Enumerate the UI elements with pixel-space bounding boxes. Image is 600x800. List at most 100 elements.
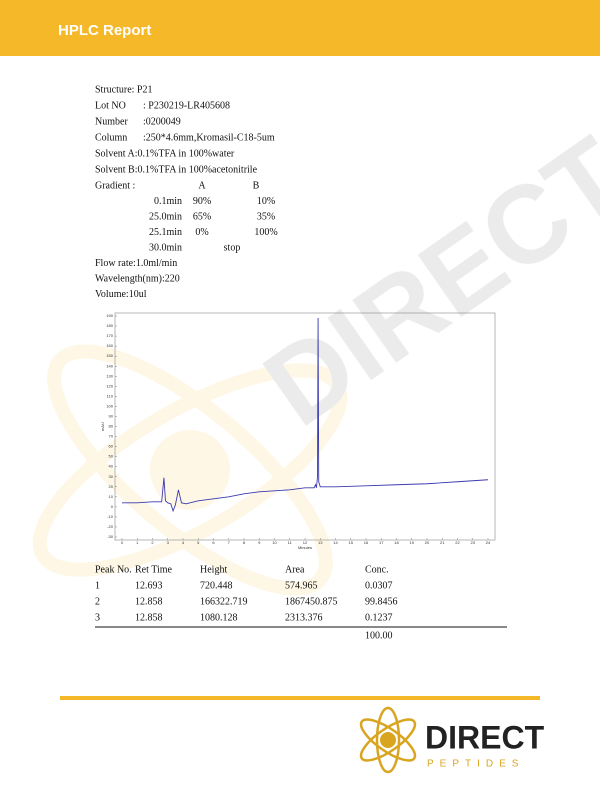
x-tick-label: 1 [136,540,139,545]
header-bar [0,0,600,56]
table-cell: 99.8456 [365,596,398,607]
gradient-cell: 35% [257,211,275,222]
gradient-cell: stop [224,242,241,253]
x-tick-label: 19 [410,540,415,545]
y-tick-label: -30 [107,534,114,539]
x-tick-label: 23 [471,540,476,545]
gradient-cell: 0% [195,227,208,238]
y-tick-label: 140 [106,363,113,368]
gradient-cell: 100% [254,227,277,238]
x-tick-label: 5 [197,540,200,545]
gradient-label: Gradient : [95,180,135,191]
gradient-cell: 25.1min [149,227,182,238]
logo [359,706,417,774]
y-tick-label: 180 [106,323,113,328]
y-tick-label: 20 [109,484,114,489]
table-header: Height [200,564,227,575]
x-tick-label: 11 [288,540,293,545]
table-cell: 166322.719 [200,596,248,607]
table-cell: 0.1237 [365,612,393,623]
gradient-cell: 25.0min [149,211,182,222]
solvent: Solvent B:0.1%TFA in 100%acetonitrile [95,164,258,175]
table-header: Area [285,564,305,575]
table-cell: 1867450.875 [285,596,338,607]
x-tick-label: 24 [486,540,491,545]
gradient-cell: 10% [257,196,275,207]
setting: Volume:10ul [95,289,147,300]
x-tick-label: 9 [258,540,261,545]
y-tick-label: 160 [106,343,113,348]
x-tick-label: 12 [303,540,308,545]
gradient-cell: 65% [193,211,211,222]
logo-tagline: PEPTIDES [427,759,524,770]
y-axis-label: mAU [100,422,105,431]
table-header: Conc. [365,564,389,575]
field-label: Column [95,132,127,143]
y-tick-label: 80 [109,424,114,429]
x-tick-label: 21 [440,540,445,545]
table-cell: 1 [95,580,100,591]
x-tick-label: 7 [228,540,231,545]
table-cell: 12.693 [135,580,163,591]
y-tick-label: 10 [109,494,114,499]
structure: Structure: P21 [95,84,153,95]
y-tick-label: 110 [107,393,114,398]
table-cell: 574.965 [285,580,318,591]
x-tick-label: 2 [151,540,154,545]
x-tick-label: 6 [212,540,215,545]
svg-text:DIRECT: DIRECT [243,114,600,450]
x-tick-label: 0 [121,540,124,545]
table-cell: 720.448 [200,580,233,591]
y-tick-label: -20 [107,524,114,529]
table-total: 100.00 [365,630,393,641]
logo-name: DIRECT [425,719,545,755]
y-tick-label: 50 [109,454,114,459]
table-cell: 2 [95,596,100,607]
field-value: :250*4.6mm,Kromasil-C18-5um [143,132,275,143]
x-tick-label: 8 [243,540,246,545]
table-cell: 3 [95,612,100,623]
gradient-cell: 30.0min [149,242,182,253]
y-tick-label: 40 [109,464,114,469]
x-tick-label: 15 [349,540,354,545]
x-tick-label: 10 [272,540,277,545]
solvent: Solvent A:0.1%TFA in 100%water [95,148,235,159]
x-tick-label: 3 [167,540,170,545]
x-tick-label: 22 [455,540,460,545]
table-cell: 0.0307 [365,580,393,591]
x-tick-label: 20 [425,540,430,545]
table-cell: 12.858 [135,596,163,607]
y-tick-label: 170 [106,333,113,338]
x-tick-label: 17 [379,540,384,545]
field-label: Lot NO [95,100,126,111]
y-tick-label: 130 [106,373,113,378]
y-tick-label: 90 [109,414,114,419]
y-tick-label: -10 [107,514,114,519]
gradient-col: A [198,180,206,191]
field-value: :0200049 [143,116,181,127]
gradient-cell: 0.1min [154,196,182,207]
y-tick-label: 190 [106,313,113,318]
y-tick-label: 120 [106,383,113,388]
field-label: Number [95,116,128,127]
header-title: HPLC Report [58,22,151,39]
y-tick-label: 150 [106,353,113,358]
x-tick-label: 4 [182,540,185,545]
y-tick-label: 60 [109,444,114,449]
gradient-col: B [253,180,260,191]
gradient-cell: 90% [193,196,211,207]
trace [122,318,489,513]
x-axis-label: Minutes [298,545,312,550]
setting: Flow rate:1.0ml/min [95,258,177,269]
table-cell: 1080.128 [200,612,238,623]
x-tick-label: 16 [364,540,369,545]
setting: Wavelength(nm):220 [95,273,180,284]
field-value: : P230219-LR405608 [143,100,230,111]
table-header: Ret Time [135,564,173,575]
x-tick-label: 13 [318,540,323,545]
y-tick-label: 70 [109,434,114,439]
y-tick-label: 30 [109,474,114,479]
table-cell: 2313.376 [285,612,323,623]
x-tick-label: 18 [394,540,399,545]
